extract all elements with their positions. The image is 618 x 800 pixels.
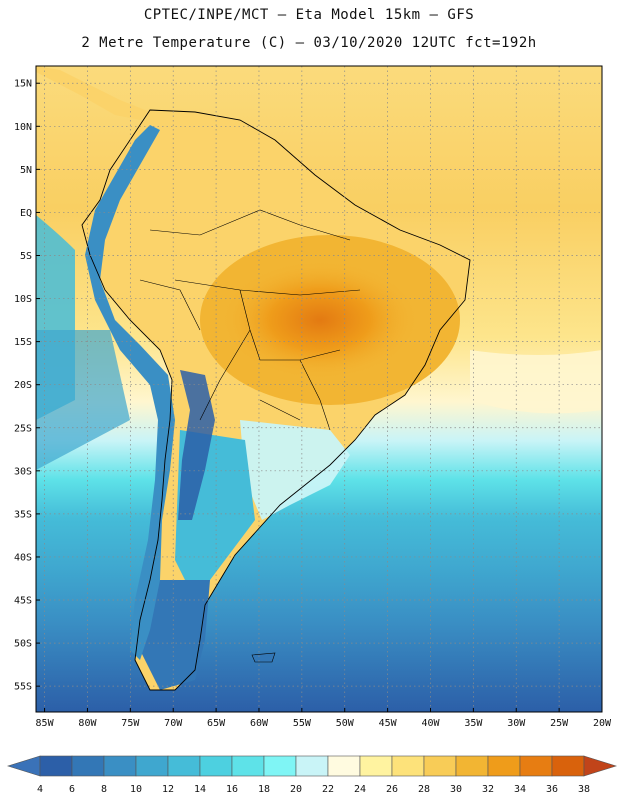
colorbar-cell	[327, 755, 361, 777]
lon-label: 50W	[336, 718, 355, 729]
colorbar-tick-label: 34	[514, 784, 526, 795]
colorbar-cell	[551, 755, 585, 777]
chart-title-line2: 2 Metre Temperature (C) – 03/10/2020 12U…	[81, 35, 537, 51]
andes-snow-zone	[178, 370, 215, 520]
colorbar-low-arrow	[6, 755, 41, 777]
colorbar-tick-label: 20	[290, 784, 302, 795]
lat-label: 35S	[14, 509, 32, 520]
lat-label: 15N	[14, 79, 32, 90]
map-field	[36, 66, 602, 712]
lat-label: 45S	[14, 596, 32, 607]
colorbar-cell	[39, 755, 73, 777]
lat-label: 15S	[14, 337, 32, 348]
colorbar-tick-label: 10	[130, 784, 142, 795]
colorbar-tick-label: 28	[418, 784, 430, 795]
colorbar-tick-label: 30	[450, 784, 462, 795]
colorbar-cell	[135, 755, 169, 777]
lon-label: 20W	[593, 718, 612, 729]
lon-label: 35W	[464, 718, 483, 729]
colorbar-cell	[423, 755, 457, 777]
colorbar-high-arrow	[583, 755, 618, 777]
colorbar-cell	[231, 755, 265, 777]
central-america-land	[36, 66, 150, 120]
cool-southeast	[240, 420, 350, 520]
lon-label: 85W	[36, 718, 55, 729]
lat-label: 10S	[14, 294, 32, 305]
colorbar-cell	[295, 755, 329, 777]
colorbar-cell	[103, 755, 137, 777]
colorbar-tick-label: 8	[101, 784, 107, 795]
colorbar-tick-label: 6	[69, 784, 75, 795]
hottest-core	[220, 260, 420, 380]
lat-label: EQ	[20, 208, 32, 219]
colorbar-tick-label: 14	[194, 784, 206, 795]
lat-label: 50S	[14, 639, 32, 650]
falklands	[251, 652, 276, 663]
colorbar-cell	[199, 755, 233, 777]
lon-label: 30W	[507, 718, 526, 729]
lat-label: 40S	[14, 552, 32, 563]
colorbar-tick-label: 36	[546, 784, 558, 795]
country-borders	[139, 209, 361, 431]
colorbar-tick-label: 38	[578, 784, 590, 795]
lat-label: 55S	[14, 682, 32, 693]
colorbar-cell	[455, 755, 489, 777]
colorbar-cell	[71, 755, 105, 777]
lat-label: 5S	[20, 251, 32, 262]
colorbar-tick-label: 16	[226, 784, 238, 795]
temperature-map: 15N 10N 5N EQ 5S 10S 15S 20S 25S 30S 35S 40S 45S 50S 5…	[14, 65, 612, 729]
colorbar: 4 6 8 10 12 14 16 18 20 22 24 26 28 30 32 34 36 38	[6, 755, 618, 795]
colorbar-cell	[519, 755, 553, 777]
colorbar-tick-label: 18	[258, 784, 270, 795]
lon-label: 60W	[250, 718, 269, 729]
lon-label: 65W	[207, 718, 226, 729]
colorbar-tick-label: 12	[162, 784, 174, 795]
colorbar-cell	[391, 755, 425, 777]
lon-label: 40W	[421, 718, 440, 729]
lat-label: 20S	[14, 380, 32, 391]
lon-label: 75W	[121, 718, 140, 729]
lon-label: 45W	[379, 718, 398, 729]
colorbar-cell	[359, 755, 393, 777]
colorbar-tick-label: 26	[386, 784, 398, 795]
andes-cold-stripe	[85, 125, 175, 660]
lon-label: 55W	[293, 718, 312, 729]
colorbar-cell	[167, 755, 201, 777]
chart-title-line1: CPTEC/INPE/MCT – Eta Model 15km – GFS	[143, 7, 475, 23]
colorbar-tick-labels: 4 6 8 10 12 14 16 18 20 22 24 26 28 30 32 34 36 38	[37, 784, 590, 795]
map-frame	[35, 65, 603, 713]
latitude-labels: 15N 10N 5N EQ 5S 10S 15S 20S 25S 30S 35S 40S 45S 50S 5…	[14, 79, 40, 693]
lat-label: 30S	[14, 466, 32, 477]
longitude-labels: 85W 80W 75W 70W 65W 60W 55W 50W 45W 40W 35W 30W 25W 2…	[36, 708, 612, 729]
colorbar-cell	[263, 755, 297, 777]
colorbar-tick-label: 22	[322, 784, 334, 795]
colorbar-tick-label: 4	[37, 784, 43, 795]
colorbar-tick-label: 24	[354, 784, 366, 795]
pacific-cool-zone-south	[36, 330, 130, 470]
colorbar-tick-label: 32	[482, 784, 494, 795]
colorbar-cell	[487, 755, 521, 777]
lon-label: 80W	[78, 718, 97, 729]
lon-label: 70W	[164, 718, 183, 729]
lat-label: 25S	[14, 423, 32, 434]
lon-label: 25W	[550, 718, 569, 729]
lat-label: 5N	[20, 165, 32, 176]
coastline	[81, 109, 471, 691]
patagonia-cold	[140, 580, 210, 690]
atlantic-warm-patch	[470, 350, 602, 414]
lat-label: 10N	[14, 122, 32, 133]
